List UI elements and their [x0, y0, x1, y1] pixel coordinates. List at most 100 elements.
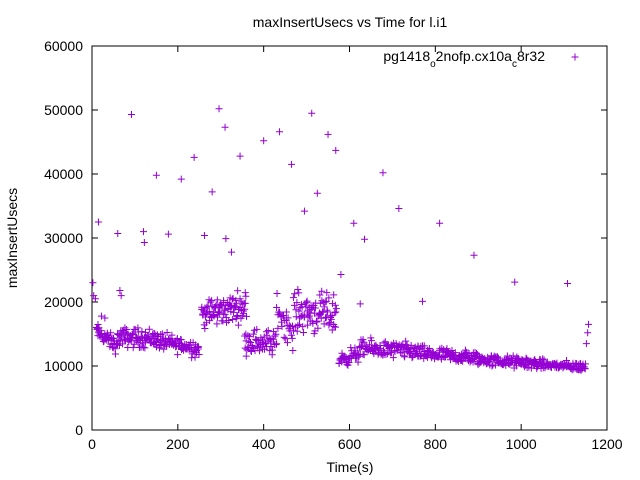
data-point-40	[111, 350, 119, 358]
data-point-973	[260, 137, 268, 145]
data-point-967	[208, 188, 216, 196]
data-point-420	[302, 303, 310, 311]
data-point-482	[331, 301, 339, 309]
data-point-415	[300, 328, 308, 336]
data-point-245	[214, 308, 222, 316]
data-point-985	[379, 169, 387, 177]
data-point-401	[293, 299, 301, 307]
data-point-475	[328, 326, 336, 334]
data-point-333	[256, 347, 264, 355]
data-point-968	[215, 105, 223, 113]
data-point-822	[513, 353, 521, 361]
y-tick-label-4: 40000	[44, 166, 83, 182]
data-point-491	[338, 349, 346, 357]
data-point-393	[289, 347, 297, 355]
y-axis-label: maxInsertUsecs	[4, 188, 20, 288]
data-point-463	[322, 297, 330, 305]
data-point-244	[213, 296, 221, 304]
legend-marker-plus	[571, 53, 579, 61]
data-point-227	[206, 317, 214, 325]
data-point-481	[332, 323, 340, 331]
data-point-422	[303, 297, 311, 305]
data-point-776	[488, 362, 496, 370]
data-point-647	[420, 342, 428, 350]
data-point-870	[539, 355, 547, 363]
data-point-277	[229, 308, 237, 316]
data-point-374	[278, 322, 286, 330]
data-point-145	[163, 342, 171, 350]
data-point-414	[299, 323, 307, 331]
data-point-453	[318, 287, 326, 295]
data-point-449	[316, 291, 324, 299]
x-tick-label-1: 200	[166, 436, 190, 452]
data-point-361	[271, 332, 279, 340]
data-point-48	[115, 341, 123, 349]
data-point-980	[332, 146, 340, 154]
data-point-993	[584, 329, 592, 337]
data-point-363	[272, 341, 280, 349]
data-point-100	[141, 344, 149, 352]
data-point-327	[253, 325, 261, 333]
data-point-405	[295, 307, 303, 315]
data-point-275	[229, 316, 237, 324]
data-point-444	[313, 317, 321, 325]
data-point-95	[138, 328, 146, 336]
data-point-949	[581, 360, 589, 368]
data-point-146	[163, 328, 171, 336]
data-point-77	[129, 344, 137, 352]
data-point-976	[300, 207, 308, 215]
y-tick-label-3: 30000	[44, 230, 83, 246]
data-point-109	[145, 325, 153, 333]
data-points	[89, 105, 593, 374]
data-point-349	[264, 327, 272, 335]
data-point-252	[218, 302, 226, 310]
data-point-274	[228, 295, 236, 303]
data-point-254	[219, 317, 227, 325]
data-point-467	[325, 294, 333, 302]
data-point-243	[214, 313, 222, 321]
data-point-460	[321, 298, 329, 306]
data-point-281	[232, 296, 240, 304]
plot-frame	[91, 45, 608, 431]
data-point-454	[318, 297, 326, 305]
y-tick-label-1: 10000	[44, 358, 83, 374]
data-point-242	[213, 320, 221, 328]
data-point-972	[236, 152, 244, 160]
data-point-137	[158, 330, 166, 338]
data-point-961	[140, 238, 148, 246]
data-point-971	[227, 248, 235, 256]
data-point-399	[292, 306, 300, 314]
data-point-638	[416, 352, 424, 360]
data-point-478	[330, 291, 338, 299]
data-point-284	[233, 300, 241, 308]
data-point-139	[160, 345, 168, 353]
data-point-548	[368, 346, 376, 354]
data-point-573	[382, 351, 390, 359]
data-point-519	[353, 347, 361, 355]
data-point-321	[249, 330, 257, 338]
data-point-958	[117, 292, 125, 300]
data-point-156	[168, 331, 176, 339]
data-point-960	[140, 228, 147, 236]
data-point-267	[225, 316, 233, 324]
data-point-311	[244, 332, 252, 340]
data-point-466	[324, 308, 332, 316]
data-point-547	[368, 337, 376, 345]
data-point-657	[425, 344, 433, 352]
data-point-301	[241, 289, 249, 297]
data-point-969	[221, 123, 229, 131]
x-tick-label-0: 0	[88, 436, 96, 452]
data-point-991	[564, 279, 572, 287]
data-point-362	[272, 330, 280, 338]
data-point-4	[94, 321, 102, 329]
data-point-955	[101, 314, 109, 322]
data-point-200	[191, 353, 199, 361]
data-point-367	[274, 324, 282, 332]
data-point-378	[280, 333, 288, 341]
data-point-76	[129, 330, 137, 338]
data-point-136	[158, 336, 166, 344]
data-point-815	[509, 352, 517, 360]
data-point-125	[152, 343, 160, 351]
data-point-365	[273, 303, 281, 311]
